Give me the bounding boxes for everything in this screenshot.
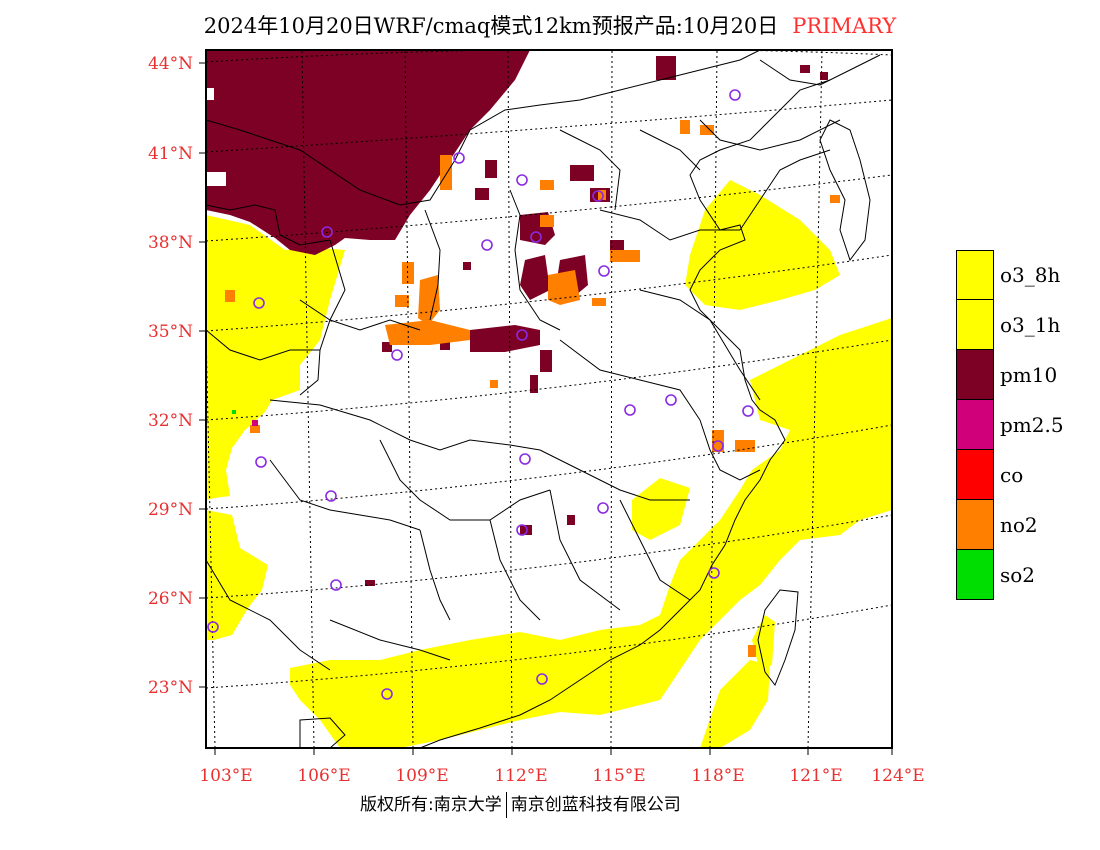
lon-label: 115°E <box>592 766 645 786</box>
korea-outline <box>819 119 871 262</box>
legend-item-pm10: pm10 <box>956 350 1064 400</box>
legend-swatch <box>956 500 994 550</box>
legend-swatch <box>956 350 994 400</box>
lon-label: 112°E <box>494 766 547 786</box>
pollutant-legend: o3_8h o3_1h pm10 pm2.5 co no2 so2 <box>956 250 1064 600</box>
lon-label: 124°E <box>871 766 924 786</box>
copyright-right: 南京创蓝科技有限公司 <box>510 795 681 815</box>
tick-marks <box>199 62 893 755</box>
ozone-region-south <box>290 318 892 748</box>
legend-item-co: co <box>956 450 1064 500</box>
pm25-speck <box>252 420 258 426</box>
coastline <box>419 199 786 748</box>
legend-swatch <box>956 250 994 300</box>
hainan-outline <box>299 717 346 748</box>
primary-tag: PRIMARY <box>792 14 897 38</box>
legend-item-no2: no2 <box>956 500 1064 550</box>
legend-label: no2 <box>1000 513 1038 537</box>
ozone-region-taiwan <box>752 615 775 672</box>
so2-speck <box>232 410 236 414</box>
legend-swatch <box>956 300 994 350</box>
legend-swatch <box>956 400 994 450</box>
lon-labels: 103°E 106°E 109°E 112°E 115°E 118°E 121°… <box>199 766 924 786</box>
title-text: 2024年10月20日WRF/cmaq模式12km预报产品:10月20日 <box>203 14 779 38</box>
lon-label: 106°E <box>297 766 350 786</box>
legend-item-so2: so2 <box>956 550 1064 600</box>
ozone-region-west <box>206 215 345 500</box>
legend-label: so2 <box>1000 563 1036 587</box>
province-boundaries <box>206 50 881 671</box>
lon-label: 118°E <box>691 766 744 786</box>
legend-item-pm25: pm2.5 <box>956 400 1064 450</box>
ozone-region-yellowsea <box>685 180 840 310</box>
lat-label: 32°N <box>148 411 193 431</box>
lat-label: 38°N <box>148 233 193 253</box>
lon-label: 109°E <box>395 766 448 786</box>
lat-label: 41°N <box>148 144 193 164</box>
coastline-north <box>689 79 831 201</box>
lat-label: 26°N <box>148 589 193 609</box>
legend-swatch <box>956 450 994 500</box>
legend-label: pm10 <box>1000 363 1058 387</box>
lat-label: 23°N <box>148 678 193 698</box>
lat-label: 44°N <box>148 54 193 74</box>
taiwan-outline <box>757 589 799 687</box>
copyright-left: 版权所有:南京大学 <box>360 795 502 815</box>
legend-label: o3_1h <box>1000 313 1061 337</box>
lon-label: 103°E <box>199 766 252 786</box>
legend-label: co <box>1000 463 1024 487</box>
legend-item-o3-1h: o3_1h <box>956 300 1064 350</box>
map-frame <box>205 49 893 749</box>
ozone-region-taiwan-strait <box>700 660 770 748</box>
copyright-footer: 版权所有:南京大学 南京创蓝科技有限公司 <box>360 790 681 818</box>
legend-swatch <box>956 550 994 600</box>
legend-label: pm2.5 <box>1000 413 1064 437</box>
lat-labels: 44°N 41°N 38°N 35°N 32°N 29°N 26°N 23°N <box>148 54 193 698</box>
legend-label: o3_8h <box>1000 263 1061 287</box>
pm10-region-northwest <box>206 50 530 255</box>
ozone-region-southwest <box>206 510 268 640</box>
footer-divider <box>505 792 507 818</box>
white-gap <box>206 88 214 100</box>
white-gap <box>206 172 226 186</box>
no2-patches <box>225 120 840 657</box>
map-title: 2024年10月20日WRF/cmaq模式12km预报产品:10月20日 PRIM… <box>0 10 1100 40</box>
legend-item-o3-8h: o3_8h <box>956 250 1064 300</box>
lat-label: 35°N <box>148 322 193 342</box>
lon-label: 121°E <box>789 766 842 786</box>
ozone-region-hunan <box>632 478 690 540</box>
city-markers <box>207 89 754 700</box>
lat-label: 29°N <box>148 500 193 520</box>
